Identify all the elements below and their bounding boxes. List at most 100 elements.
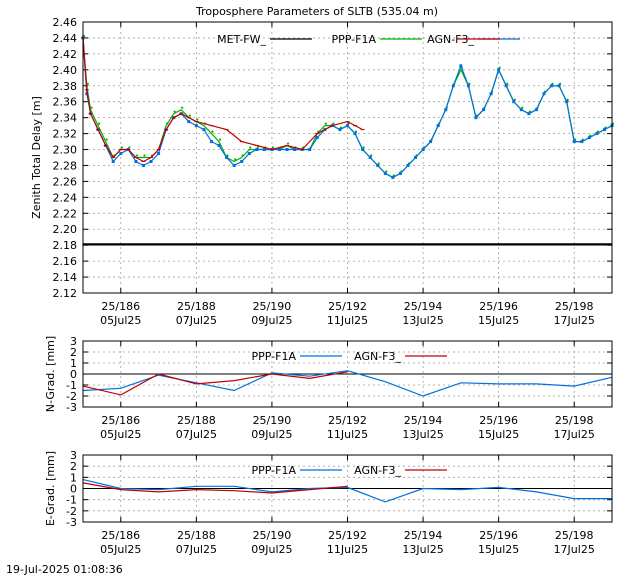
- x-tick-label-date: 11Jul25: [327, 543, 368, 556]
- y-tick-label: 0: [70, 483, 77, 496]
- data-point: [346, 124, 349, 128]
- data-point: [353, 132, 357, 136]
- series-line: [82, 482, 348, 494]
- x-tick-label-doy: 25/192: [328, 300, 367, 313]
- y-tick-label: -3: [66, 401, 77, 414]
- x-tick-label-date: 17Jul25: [554, 314, 595, 327]
- x-tick-label-date: 15Jul25: [478, 314, 519, 327]
- data-point: [105, 138, 108, 141]
- data-point: [542, 92, 546, 96]
- data-point: [255, 148, 259, 152]
- x-tick-label-date: 11Jul25: [327, 428, 368, 441]
- data-point: [497, 68, 501, 72]
- data-point: [512, 100, 516, 104]
- data-point: [134, 159, 138, 163]
- x-tick-label-doy: 25/188: [177, 414, 216, 427]
- data-point: [308, 148, 312, 152]
- y-tick-label: 2: [70, 346, 77, 359]
- data-point: [188, 114, 191, 117]
- data-point: [135, 154, 138, 157]
- legend-label: MET-FW_: [217, 33, 266, 46]
- data-point: [166, 122, 169, 125]
- legend-label: PPP-F1A: [332, 33, 377, 46]
- data-point: [141, 163, 145, 167]
- x-tick-label-date: 13Jul25: [402, 314, 443, 327]
- x-tick-label-date: 07Jul25: [176, 428, 217, 441]
- data-point: [217, 144, 221, 148]
- x-tick-label-doy: 25/190: [253, 300, 292, 313]
- series-line: [82, 371, 348, 396]
- data-point: [173, 110, 176, 113]
- data-point: [436, 124, 440, 128]
- x-tick-label-date: 13Jul25: [402, 428, 443, 441]
- x-tick-label-doy: 25/194: [404, 529, 443, 542]
- y-axis-label: N-Grad. [mm]: [44, 336, 57, 412]
- data-point: [249, 146, 252, 149]
- data-point: [376, 163, 380, 167]
- x-tick-label-date: 09Jul25: [251, 543, 292, 556]
- data-point: [234, 158, 237, 161]
- y-tick-label: 2.18: [53, 239, 78, 252]
- y-tick-label: 2.36: [53, 96, 78, 109]
- data-point: [459, 64, 463, 68]
- data-point: [86, 82, 89, 85]
- data-point: [149, 159, 153, 163]
- y-tick-label: -2: [66, 505, 77, 518]
- y-tick-label: 2.34: [53, 112, 78, 125]
- y-tick-label: 3: [70, 335, 77, 348]
- data-point: [232, 163, 236, 167]
- x-tick-label-date: 15Jul25: [478, 428, 519, 441]
- x-tick-label-date: 07Jul25: [176, 543, 217, 556]
- data-point: [572, 140, 576, 144]
- x-tick-label-date: 11Jul25: [327, 314, 368, 327]
- y-tick-label: 2.16: [53, 255, 78, 268]
- data-point: [324, 122, 327, 125]
- data-point: [143, 154, 146, 157]
- x-tick-label-doy: 25/186: [101, 529, 140, 542]
- y-tick-label: 2.32: [53, 128, 78, 141]
- data-point: [98, 122, 101, 125]
- data-point: [482, 108, 486, 112]
- x-tick-label-date: 17Jul25: [554, 543, 595, 556]
- data-point: [391, 175, 395, 179]
- data-point: [120, 146, 123, 149]
- y-tick-label: 2.14: [53, 271, 78, 284]
- y-tick-label: 2.20: [53, 223, 78, 236]
- x-tick-label-doy: 25/194: [404, 414, 443, 427]
- data-point: [414, 156, 418, 159]
- y-tick-label: -1: [66, 379, 77, 392]
- data-point: [595, 132, 599, 136]
- y-tick-label: 1: [70, 357, 77, 370]
- data-point: [406, 163, 410, 167]
- data-point: [504, 84, 508, 88]
- data-point: [489, 92, 493, 96]
- y-axis-label: E-Grad. [mm]: [44, 451, 57, 526]
- y-tick-label: 2.46: [53, 16, 78, 29]
- x-tick-label-date: 13Jul25: [402, 543, 443, 556]
- data-point: [90, 106, 93, 109]
- data-point: [196, 118, 199, 121]
- chart-title: Troposphere Parameters of SLTB (535.04 m…: [195, 5, 438, 18]
- data-point: [534, 108, 538, 112]
- data-point: [218, 138, 222, 141]
- series-line: [82, 479, 612, 503]
- x-tick-label-date: 09Jul25: [251, 428, 292, 441]
- legend-label: PPP-F1A: [252, 350, 297, 363]
- x-tick-label-date: 05Jul25: [100, 314, 141, 327]
- data-point: [550, 84, 554, 88]
- plot-frame: [82, 454, 613, 523]
- legend-label: AGN-F3_: [354, 350, 401, 363]
- x-tick-label-doy: 25/186: [101, 414, 140, 427]
- x-tick-label-date: 17Jul25: [554, 428, 595, 441]
- data-point: [293, 148, 297, 152]
- data-point: [338, 128, 342, 132]
- x-tick-label-doy: 25/192: [328, 414, 367, 427]
- data-point: [527, 112, 531, 116]
- series-line: [82, 37, 363, 163]
- data-point: [286, 142, 290, 145]
- data-point: [225, 156, 229, 159]
- x-tick-label-doy: 25/196: [479, 300, 518, 313]
- y-tick-label: 3: [70, 449, 77, 462]
- y-tick-label: 2.30: [53, 144, 78, 157]
